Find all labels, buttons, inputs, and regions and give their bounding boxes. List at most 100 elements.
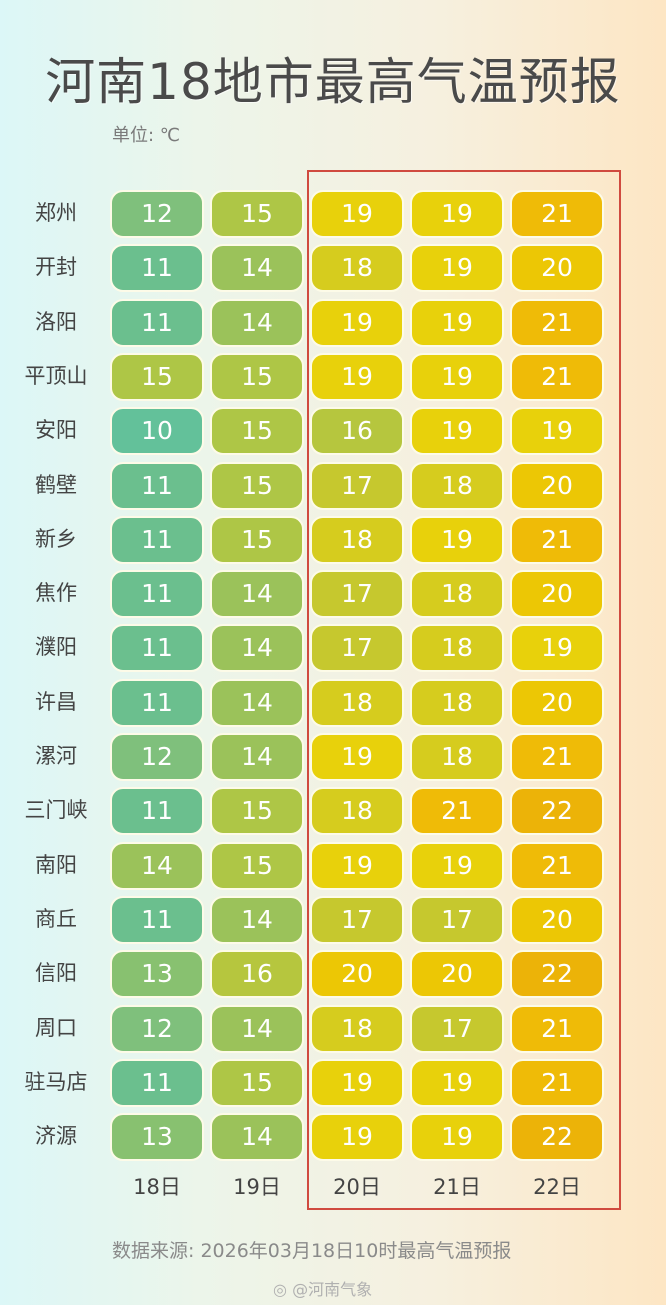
temperature-cell: 22 (510, 950, 604, 999)
table-row: 信阳 13 16 20 20 22 (0, 950, 666, 999)
temperature-cell: 11 (110, 298, 204, 347)
temperature-cell: 11 (110, 244, 204, 293)
temperature-cell: 17 (310, 461, 404, 510)
temperature-cell: 21 (510, 841, 604, 890)
temperature-cell: 13 (110, 1113, 204, 1162)
temperature-cell: 17 (410, 1004, 504, 1053)
city-label: 信阳 (35, 961, 77, 986)
table-row: 周口 12 14 18 17 21 (0, 1004, 666, 1053)
temperature-cell: 13 (110, 950, 204, 999)
unit-label: 单位: ℃ (112, 125, 181, 146)
temperature-cell: 18 (410, 733, 504, 781)
table-row: 驻马店 11 15 19 19 21 (0, 1058, 666, 1107)
temperature-cell: 14 (210, 678, 304, 727)
temperature-cell: 14 (210, 895, 304, 944)
temperature-cell: 11 (110, 895, 204, 944)
city-label: 济源 (35, 1124, 77, 1149)
date-label: 22日 (533, 1175, 581, 1199)
table-row: 郑州 12 15 19 19 21 (0, 190, 666, 238)
temperature-cell: 21 (510, 298, 604, 347)
temperature-cell: 19 (310, 733, 404, 781)
temperature-cell: 18 (410, 624, 504, 673)
temperature-cell: 14 (210, 1113, 304, 1162)
city-label: 商丘 (35, 906, 77, 931)
temperature-cell: 15 (210, 841, 304, 890)
temperature-cell: 15 (210, 352, 304, 401)
temperature-cell: 11 (110, 624, 204, 673)
date-axis: 18日 19日 20日 21日 22日 (0, 1171, 666, 1201)
table-row: 安阳 10 15 16 19 19 (0, 407, 666, 456)
temperature-cell: 21 (510, 1058, 604, 1107)
city-label: 郑州 (35, 201, 77, 225)
date-label: 20日 (333, 1175, 381, 1199)
temperature-cell: 11 (110, 787, 204, 836)
table-row: 济源 13 14 19 19 22 (0, 1113, 666, 1162)
temperature-cell: 19 (410, 1058, 504, 1107)
temperature-cell: 15 (210, 515, 304, 564)
temperature-cell: 19 (410, 515, 504, 564)
temperature-cell: 15 (110, 352, 204, 401)
city-label: 安阳 (35, 418, 77, 443)
temperature-cell: 18 (310, 678, 404, 727)
city-label: 开封 (35, 255, 77, 280)
temperature-cell: 20 (510, 678, 604, 727)
data-source: 数据来源: 2026年03月18日10时最高气温预报 (112, 1240, 512, 1262)
temperature-cell: 20 (410, 950, 504, 999)
temperature-cell: 21 (510, 352, 604, 401)
temperature-cell: 11 (110, 515, 204, 564)
temperature-cell: 11 (110, 570, 204, 619)
city-label: 焦作 (35, 581, 77, 606)
temperature-cell: 18 (310, 1004, 404, 1053)
table-row: 濮阳 11 14 17 18 19 (0, 624, 666, 673)
temperature-cell: 12 (110, 190, 204, 238)
city-label: 南阳 (35, 852, 77, 877)
date-label: 18日 (133, 1175, 181, 1199)
temperature-cell: 19 (410, 244, 504, 293)
city-label: 新乡 (35, 526, 77, 551)
table-row: 南阳 14 15 19 19 21 (0, 841, 666, 890)
city-label: 濮阳 (35, 635, 77, 660)
temperature-cell: 17 (410, 895, 504, 944)
city-label: 洛阳 (35, 309, 77, 334)
table-row: 三门峡 11 15 18 21 22 (0, 787, 666, 836)
temperature-cell: 12 (110, 733, 204, 781)
table-row: 开封 11 14 18 19 20 (0, 244, 666, 293)
table-row: 鹤壁 11 15 17 18 20 (0, 461, 666, 510)
temperature-cell: 19 (510, 624, 604, 673)
table-row: 洛阳 11 14 19 19 21 (0, 298, 666, 347)
temperature-cell: 15 (210, 787, 304, 836)
temperature-cell: 19 (410, 190, 504, 238)
watermark-text: @河南气象 (292, 1280, 373, 1299)
city-label: 漯河 (35, 744, 77, 768)
city-label: 三门峡 (24, 798, 88, 823)
temperature-cell: 18 (310, 787, 404, 836)
temperature-cell: 14 (210, 1004, 304, 1053)
temperature-cell: 21 (510, 733, 604, 781)
city-label: 平顶山 (24, 363, 88, 388)
temperature-cell: 16 (310, 407, 404, 456)
temperature-cell: 11 (110, 678, 204, 727)
temperature-cell: 19 (310, 190, 404, 238)
temperature-cell: 14 (210, 733, 304, 781)
city-label: 鹤壁 (35, 472, 77, 497)
table-row: 新乡 11 15 18 19 21 (0, 515, 666, 564)
temperature-cell: 10 (110, 407, 204, 456)
temperature-cell: 14 (210, 244, 304, 293)
temperature-cell: 20 (510, 461, 604, 510)
temperature-cell: 21 (510, 190, 604, 238)
temperature-cell: 11 (110, 1058, 204, 1107)
temperature-cell: 18 (410, 678, 504, 727)
temperature-cell: 22 (510, 1113, 604, 1162)
table-row: 焦作 11 14 17 18 20 (0, 570, 666, 619)
temperature-cell: 18 (410, 461, 504, 510)
date-label: 19日 (233, 1175, 281, 1199)
temperature-cell: 21 (510, 1004, 604, 1053)
watermark: ◎ @河南气象 (273, 1276, 372, 1300)
temperature-cell: 15 (210, 407, 304, 456)
temperature-cell: 17 (310, 895, 404, 944)
table-row: 商丘 11 14 17 17 20 (0, 895, 666, 944)
temperature-cell: 20 (510, 895, 604, 944)
temperature-cell: 12 (110, 1004, 204, 1053)
temperature-cell: 14 (210, 298, 304, 347)
temperature-cell: 19 (310, 841, 404, 890)
